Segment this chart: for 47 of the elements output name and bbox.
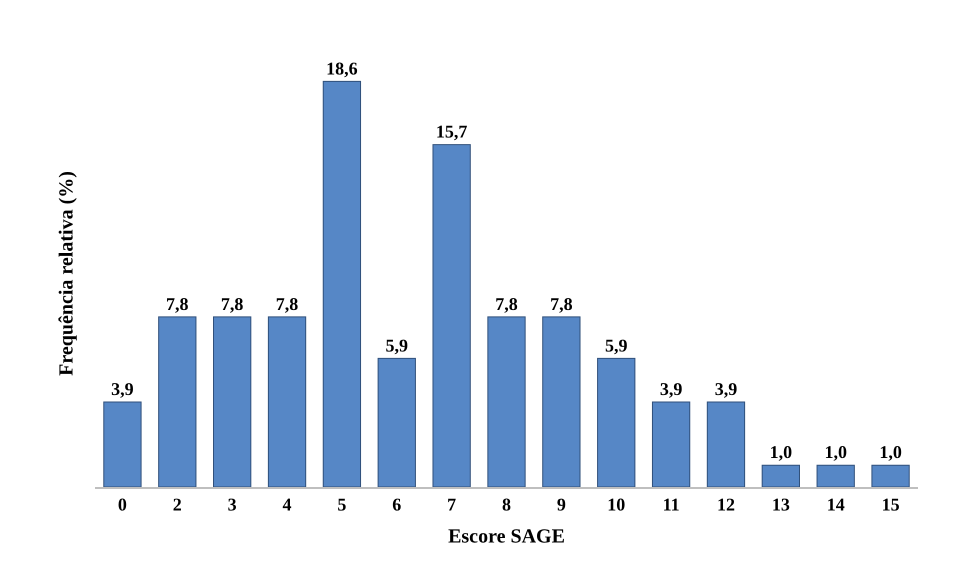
bar — [542, 316, 581, 487]
x-tick-label: 3 — [228, 494, 237, 515]
bar — [103, 401, 142, 487]
bar — [432, 144, 471, 487]
bar — [322, 80, 362, 487]
bar — [706, 401, 746, 487]
bar — [378, 358, 416, 487]
bar — [268, 316, 306, 487]
bar — [213, 316, 252, 487]
x-tick-label: 10 — [607, 494, 626, 515]
x-tick-label: 5 — [337, 494, 346, 515]
data-label: 3,9 — [111, 378, 134, 399]
y-axis-title: Frequência relativa (%) — [56, 171, 78, 376]
x-tick-label: 13 — [772, 494, 790, 515]
data-label: 18,6 — [326, 58, 358, 78]
bar — [597, 358, 636, 487]
data-label: 3,9 — [714, 378, 738, 399]
data-label: 1,0 — [824, 442, 847, 462]
x-axis-title: Escore SAGE — [448, 526, 565, 548]
bar — [762, 464, 800, 487]
data-label: 3,9 — [660, 378, 682, 399]
data-label: 1,0 — [879, 442, 902, 462]
data-label: 15,7 — [436, 122, 468, 142]
bar — [871, 464, 910, 487]
x-tick-label: 2 — [172, 494, 182, 515]
x-tick-label: 4 — [282, 494, 292, 515]
data-label: 5,9 — [386, 335, 408, 356]
x-tick-label: 12 — [716, 494, 735, 515]
data-label: 7,8 — [220, 294, 244, 314]
bar — [816, 464, 855, 487]
data-label: 1,0 — [770, 442, 792, 462]
data-label: 7,8 — [495, 294, 518, 314]
x-tick-label: 15 — [882, 494, 900, 515]
x-tick-label: 8 — [502, 494, 511, 515]
x-tick-label: 7 — [447, 494, 456, 515]
bar — [158, 316, 196, 487]
x-tick-label: 0 — [118, 494, 127, 515]
data-label: 5,9 — [604, 335, 628, 356]
data-label: 7,8 — [550, 294, 573, 314]
x-tick-label: 6 — [392, 494, 402, 515]
data-label: 7,8 — [166, 294, 189, 314]
x-tick-label: 9 — [556, 494, 566, 515]
bar — [652, 401, 690, 487]
data-label: 7,8 — [276, 294, 298, 314]
bar — [487, 316, 526, 487]
x-tick-label: 14 — [826, 494, 845, 515]
x-tick-label: 11 — [662, 494, 680, 515]
